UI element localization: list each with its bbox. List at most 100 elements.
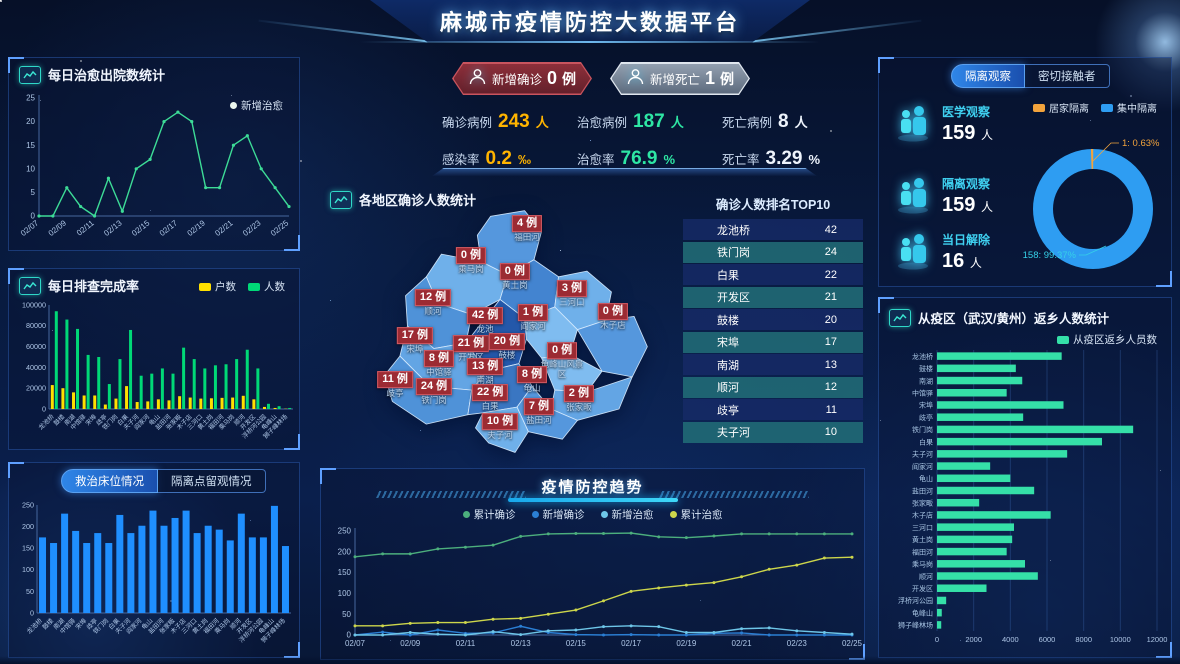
top10-table: 龙池桥 42 铁门岗 24 白果 22 开发区 21 鼓楼 20 宋埠 17 南湖 13 顺河 12 歧亭 11 夫… [683,219,863,443]
svg-text:150: 150 [22,544,34,553]
top10-row: 宋埠 17 [683,331,863,353]
legend-swatch [199,282,211,291]
svg-text:阎家河: 阎家河 [912,462,933,471]
medical-observation-stat: 医学观察 159 人 [893,100,993,147]
panel-title: 每日排查完成率 [9,269,299,295]
people-icon [893,172,933,219]
svg-text:4000: 4000 [1002,635,1019,644]
map-chart-icon [330,190,352,209]
svg-text:盐田河: 盐田河 [912,486,933,495]
legend-label: 居家隔离 [1049,104,1089,115]
svg-text:02/11: 02/11 [456,639,476,648]
top10-row: 顺河 12 [683,376,863,398]
svg-text:宋埠: 宋埠 [919,401,933,410]
legend-item: 新增治愈 [230,98,283,113]
svg-text:10000: 10000 [1110,635,1131,644]
top10-region-name: 龙池桥 [717,224,750,237]
svg-text:02/21: 02/21 [213,218,235,238]
panel-daily-cured: 每日治愈出院数统计 新增治愈 0 5 10 15 20 25 02/07 02/09 02/11… [8,57,300,251]
svg-text:100000: 100000 [22,300,46,309]
tab-isolation-rooms[interactable]: 隔离点留观情况 [158,469,266,493]
top10-region-name: 南湖 [717,359,739,372]
svg-text:02/23: 02/23 [241,218,263,238]
svg-text:龙池桥: 龙池桥 [912,352,933,361]
svg-text:三河口: 三河口 [912,524,933,532]
badge-unit: 例 [720,70,735,87]
legend-item: 累计治愈 [669,507,723,522]
top10-region-value: 13 [824,358,837,371]
isolation-tabs: 隔离观察 密切接触者 [951,64,1110,88]
map-section-title: 各地区确诊人数统计 [330,190,476,209]
svg-text:60000: 60000 [26,342,46,351]
legend-label: 户数 [215,281,236,293]
trend-chart: 0 50 100 150 200 250 02/07 02/09 02/11 02/13 02/15… [321,523,866,664]
svg-text:200: 200 [22,522,34,531]
legend-item: 从疫区返乡人员数 [1057,332,1157,347]
top10-region-name: 鼓楼 [717,314,739,327]
legend-label: 新增治愈 [611,509,654,521]
legend-label: 新增确诊 [542,509,585,521]
svg-text:龟峰山: 龟峰山 [912,608,933,617]
svg-text:02/19: 02/19 [186,218,208,238]
top10-region-name: 歧亭 [717,404,739,417]
top10-title: 确诊人数排名TOP10 [715,198,831,212]
daily-cured-legend: 新增治愈 [230,98,283,113]
svg-text:02/13: 02/13 [102,218,124,238]
tab-beds[interactable]: 救治床位情况 [61,469,158,493]
svg-text:乘马岗: 乘马岗 [912,560,933,569]
svg-text:200: 200 [338,547,352,556]
legend-item: 新增确诊 [531,507,585,522]
map-svg [384,210,648,453]
tab-isolation-observe[interactable]: 隔离观察 [951,64,1025,88]
svg-text:02/09: 02/09 [400,639,421,648]
svg-text:150: 150 [338,568,352,577]
returnees-legend: 从疫区返乡人员数 [1057,332,1157,347]
badge-label: 新增死亡 [649,73,700,87]
legend-swatch [669,511,677,518]
svg-text:5: 5 [31,188,36,197]
person-icon [626,68,645,90]
legend-item: 居家隔离 [1033,100,1089,115]
top10-region-value: 42 [824,223,837,236]
stat-infection-rate: 感染率 0.2 ‰ [442,148,531,169]
svg-text:20000: 20000 [26,384,46,393]
isolation-donut-chart: 1: 0.63% 158: 99.37% [879,113,1173,293]
beds-svg: 050100150200250龙池桥鼓楼南湖中馆驿宋埠歧亭铁门岗白果夫子河阎家河… [22,500,291,644]
top10-row: 开发区 21 [683,286,863,308]
legend-item: 集中隔离 [1101,100,1157,115]
line-chart-icon [19,65,41,84]
top10-region-value: 11 [825,403,837,416]
top10-region-name: 白果 [717,269,739,282]
badge-value: 0 [547,68,558,88]
map-title-text: 各地区确诊人数统计 [359,193,477,208]
svg-text:鼓楼: 鼓楼 [41,617,55,631]
svg-text:宋埠: 宋埠 [74,617,88,631]
svg-text:白果: 白果 [919,437,933,446]
legend-label: 集中隔离 [1117,104,1157,115]
svg-text:02/07: 02/07 [345,639,366,648]
top10-region-value: 10 [824,426,837,438]
legend-label: 从疫区返乡人员数 [1073,334,1157,346]
svg-text:80000: 80000 [26,321,46,330]
tab-close-contacts[interactable]: 密切接触者 [1025,64,1110,88]
svg-text:250: 250 [338,527,352,536]
svg-text:02/07: 02/07 [19,218,41,238]
trend-underline [507,498,678,502]
hbar-chart-icon [889,308,911,327]
panel-isolation: 隔离观察 密切接触者 居家隔离 集中隔离 医学观察 159 人 隔离观察 159 人 … [878,57,1172,287]
svg-text:8000: 8000 [1075,635,1092,644]
legend-swatch [230,102,237,109]
svg-text:15: 15 [26,141,35,150]
new-cases-badges: 新增确诊 0 例 新增死亡 1 例 [452,62,750,95]
top10-region-value: 17 [824,336,837,348]
panel-title: 每日治愈出院数统计 [9,58,299,84]
top10-row: 歧亭 11 [683,399,863,420]
panel-trend: 疫情防控趋势 累计确诊 新增确诊 新增治愈 累计治愈 0 50 100 150 200 250 0… [320,468,865,660]
svg-text:25: 25 [26,94,35,103]
svg-text:50: 50 [26,587,34,596]
svg-text:100: 100 [338,589,352,598]
released-today-stat: 当日解除 16 人 [893,228,990,275]
legend-item: 户数 [199,279,236,294]
svg-text:张家畈: 张家畈 [912,498,933,507]
svg-text:158: 99.37%: 158: 99.37% [1023,250,1077,261]
